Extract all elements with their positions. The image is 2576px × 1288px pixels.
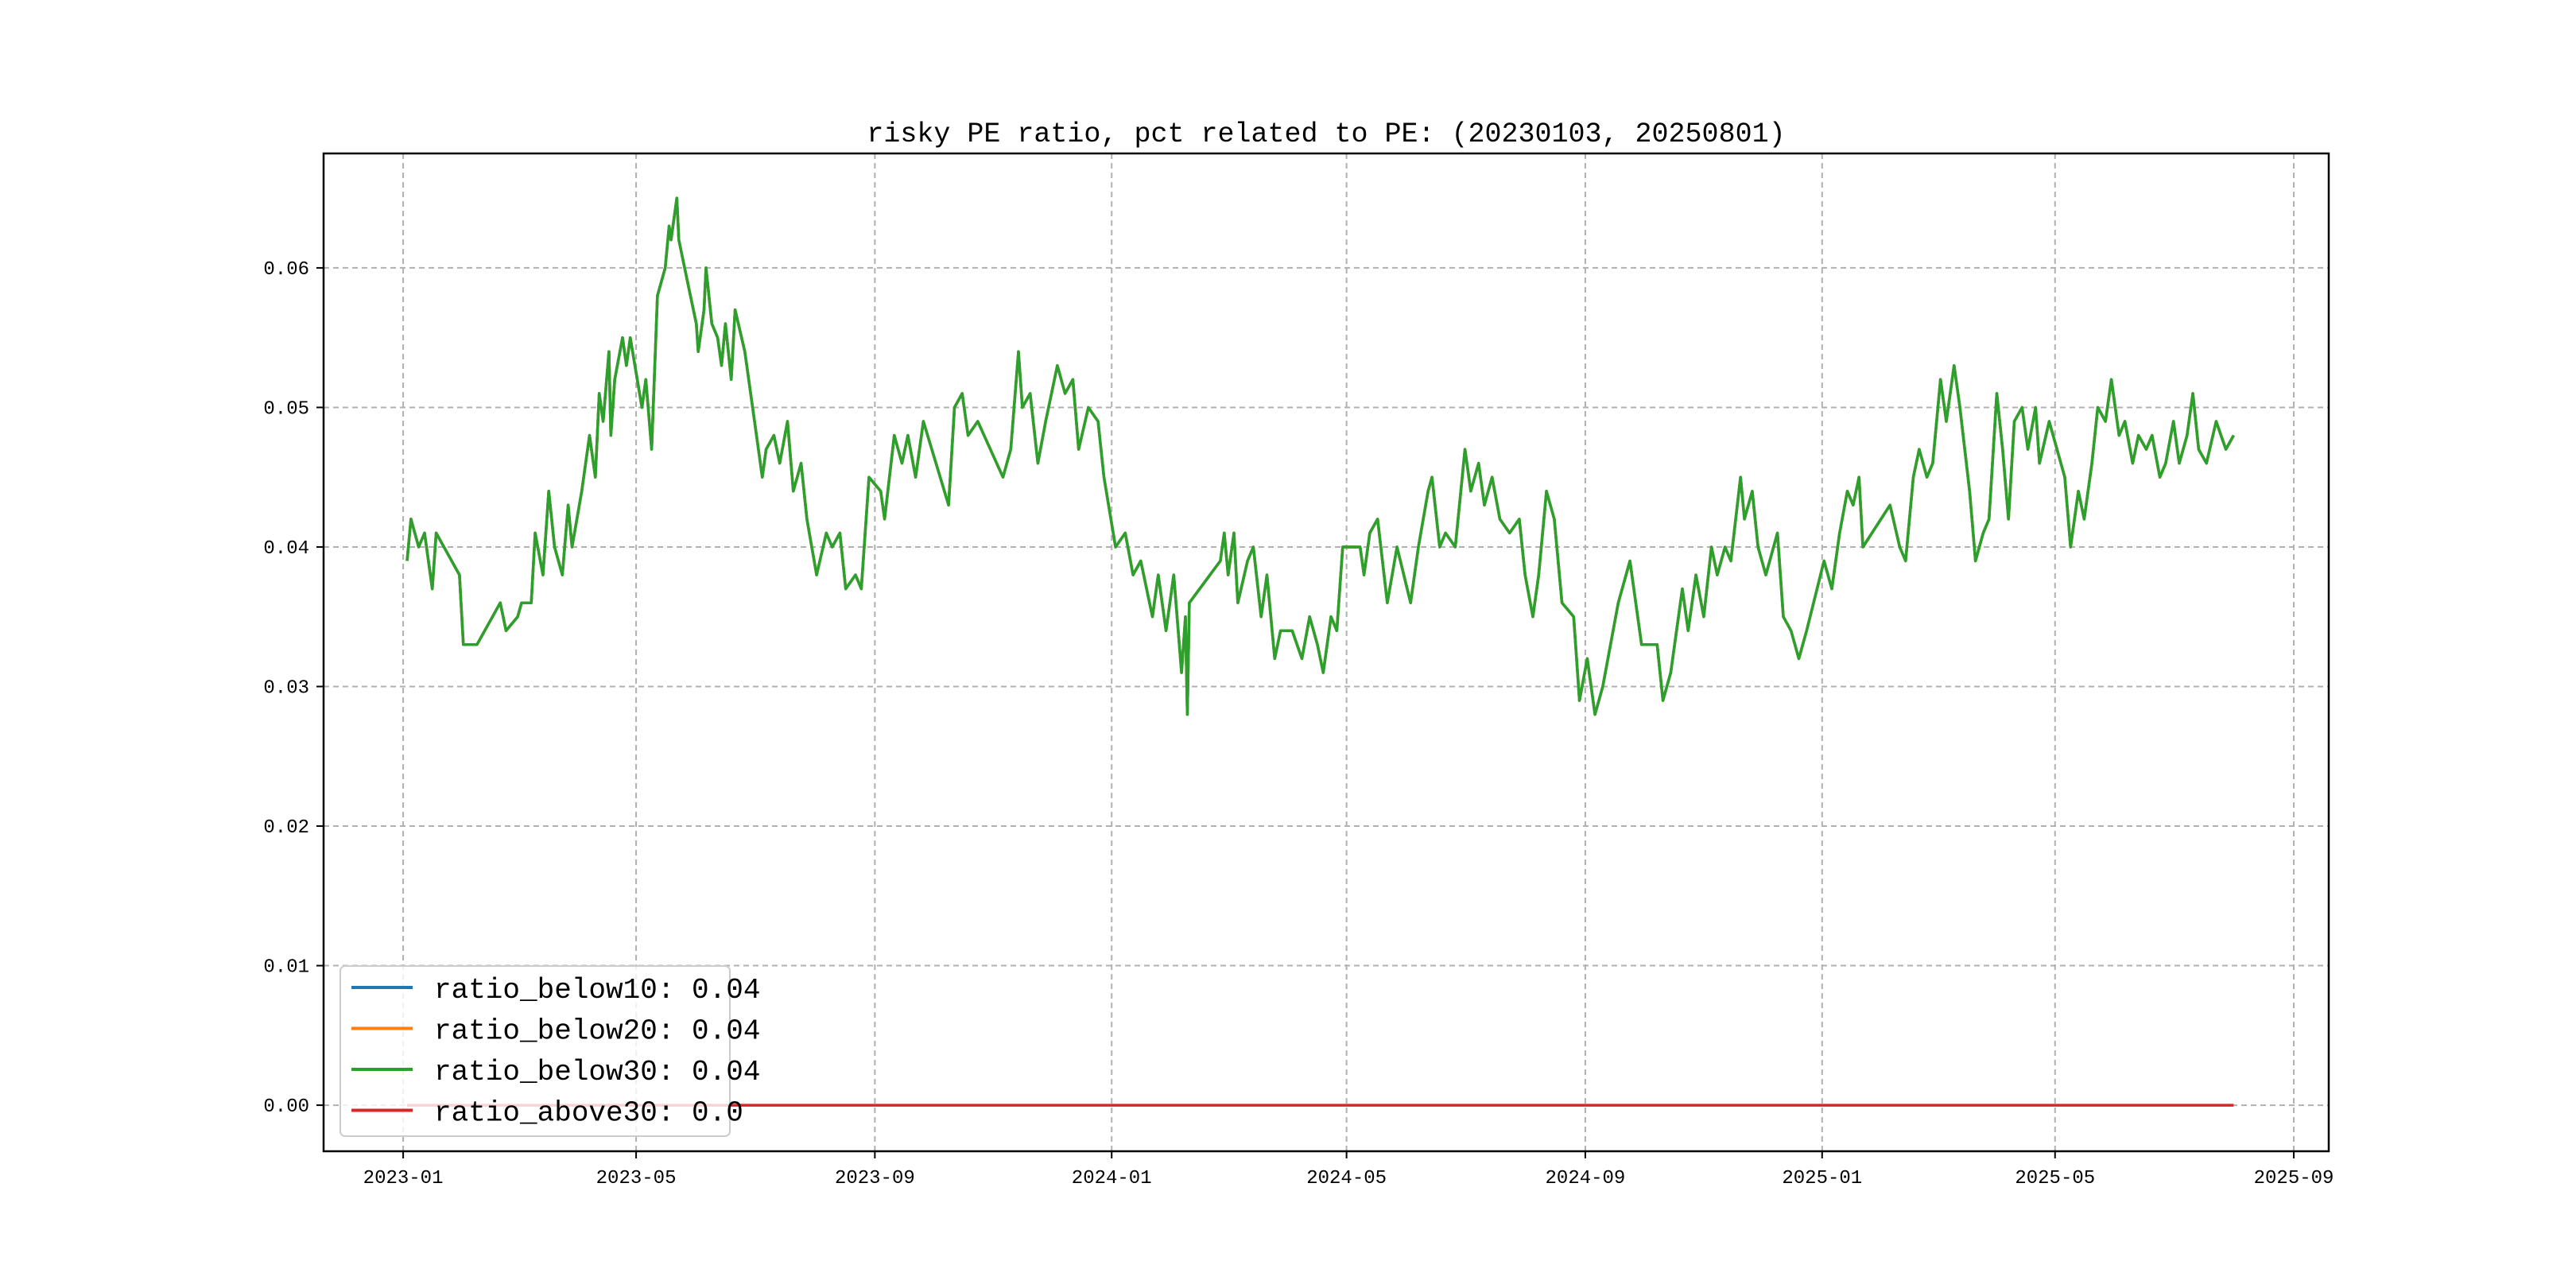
- series-lines: [405, 196, 2235, 1107]
- x-tick-label: 2025-09: [2254, 1168, 2334, 1189]
- x-tick-label: 2023-05: [596, 1168, 677, 1189]
- legend-box: [339, 965, 731, 1137]
- x-tick-label: 2023-01: [363, 1168, 444, 1189]
- legend-label: ratio_above30: 0.0: [434, 1097, 743, 1130]
- series-line-ratio-below30: [405, 196, 2235, 716]
- legend-label: ratio_below30: 0.04: [434, 1056, 760, 1088]
- legend-label: ratio_below20: 0.04: [434, 1015, 760, 1048]
- legend-label: ratio_below10: 0.04: [434, 974, 760, 1007]
- x-tick-label: 2025-01: [1782, 1168, 1862, 1189]
- y-tick-label: 0.04: [263, 538, 309, 560]
- y-tick-label: 0.00: [263, 1096, 309, 1118]
- x-tick-label: 2023-09: [835, 1168, 915, 1189]
- y-tick-label: 0.05: [263, 398, 309, 420]
- chart-title: risky PE ratio, pct related to PE: (2023…: [867, 118, 1785, 150]
- plot-frame: [322, 152, 2330, 1153]
- series-line-ratio-below20: [405, 196, 2235, 716]
- x-tick-label: 2024-09: [1546, 1168, 1626, 1189]
- series-line-ratio-below10: [405, 196, 2235, 716]
- axis-ticks: 2023-01 2023-05 2023-09 2024-01 2024-05 2024-…: [263, 259, 2334, 1189]
- legend: ratio_below10: 0.04 ratio_below20: 0.04 ra…: [339, 965, 760, 1137]
- x-tick-label: 2025-05: [2015, 1168, 2095, 1189]
- y-tick-label: 0.01: [263, 957, 309, 979]
- x-tick-label: 2024-01: [1072, 1168, 1152, 1189]
- y-tick-label: 0.03: [263, 678, 309, 700]
- y-tick-label: 0.02: [263, 817, 309, 839]
- y-tick-label: 0.06: [263, 259, 309, 281]
- x-tick-label: 2024-05: [1306, 1168, 1387, 1189]
